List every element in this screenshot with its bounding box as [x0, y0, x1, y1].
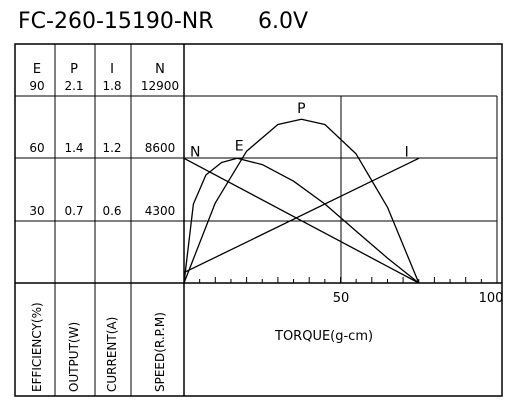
series-layer [183, 118, 420, 284]
axis-label-i: CURRENT(A) [105, 317, 119, 392]
tick-label: 1.2 [102, 141, 121, 155]
column-header-p: P [70, 62, 78, 77]
axis-label-n: SPEED(R.P.M) [153, 312, 167, 392]
curve-p [183, 118, 420, 284]
tick-label: 12900 [141, 79, 179, 93]
tick-label: 8600 [145, 141, 176, 155]
chart-title: FC-260-15190-NR [18, 9, 214, 34]
tick-label: 4300 [145, 204, 176, 218]
tick-label: 90 [29, 79, 44, 93]
tick-label: 2.1 [64, 79, 83, 93]
tick-label: 1.4 [64, 141, 83, 155]
column-header-n: N [155, 62, 165, 77]
x-tick-label: 100 [479, 291, 504, 306]
curve-i [183, 157, 420, 274]
outer-frame [14, 43, 503, 397]
chart-subtitle: 6.0V [258, 9, 308, 34]
tick-label: 0.7 [64, 204, 83, 218]
x-tick-label: 50 [333, 291, 350, 306]
series-label-i: I [405, 144, 409, 160]
curve-e [183, 157, 420, 284]
x-axis-label: TORQUE(g-cm) [274, 329, 373, 344]
curve-n [183, 157, 420, 284]
tick-label: 60 [29, 141, 44, 155]
series-label-n: N [190, 144, 200, 160]
series-label-p: P [297, 101, 305, 117]
grid-layer [15, 44, 502, 396]
column-header-e: E [33, 62, 41, 77]
column-header-i: I [110, 62, 114, 77]
tick-label: 30 [29, 204, 44, 218]
axis-label-e: EFFICIENCY(%) [30, 302, 44, 392]
tick-label: 0.6 [102, 204, 121, 218]
series-label-e: E [235, 138, 244, 154]
axis-label-p: OUTPUT(W) [67, 322, 81, 392]
tick-label: 1.8 [102, 79, 121, 93]
label-layer: E 30 60 90 EFFICIENCY(%) P 0.7 1.4 2.1 OUTPUT(W) I… [29, 62, 503, 392]
